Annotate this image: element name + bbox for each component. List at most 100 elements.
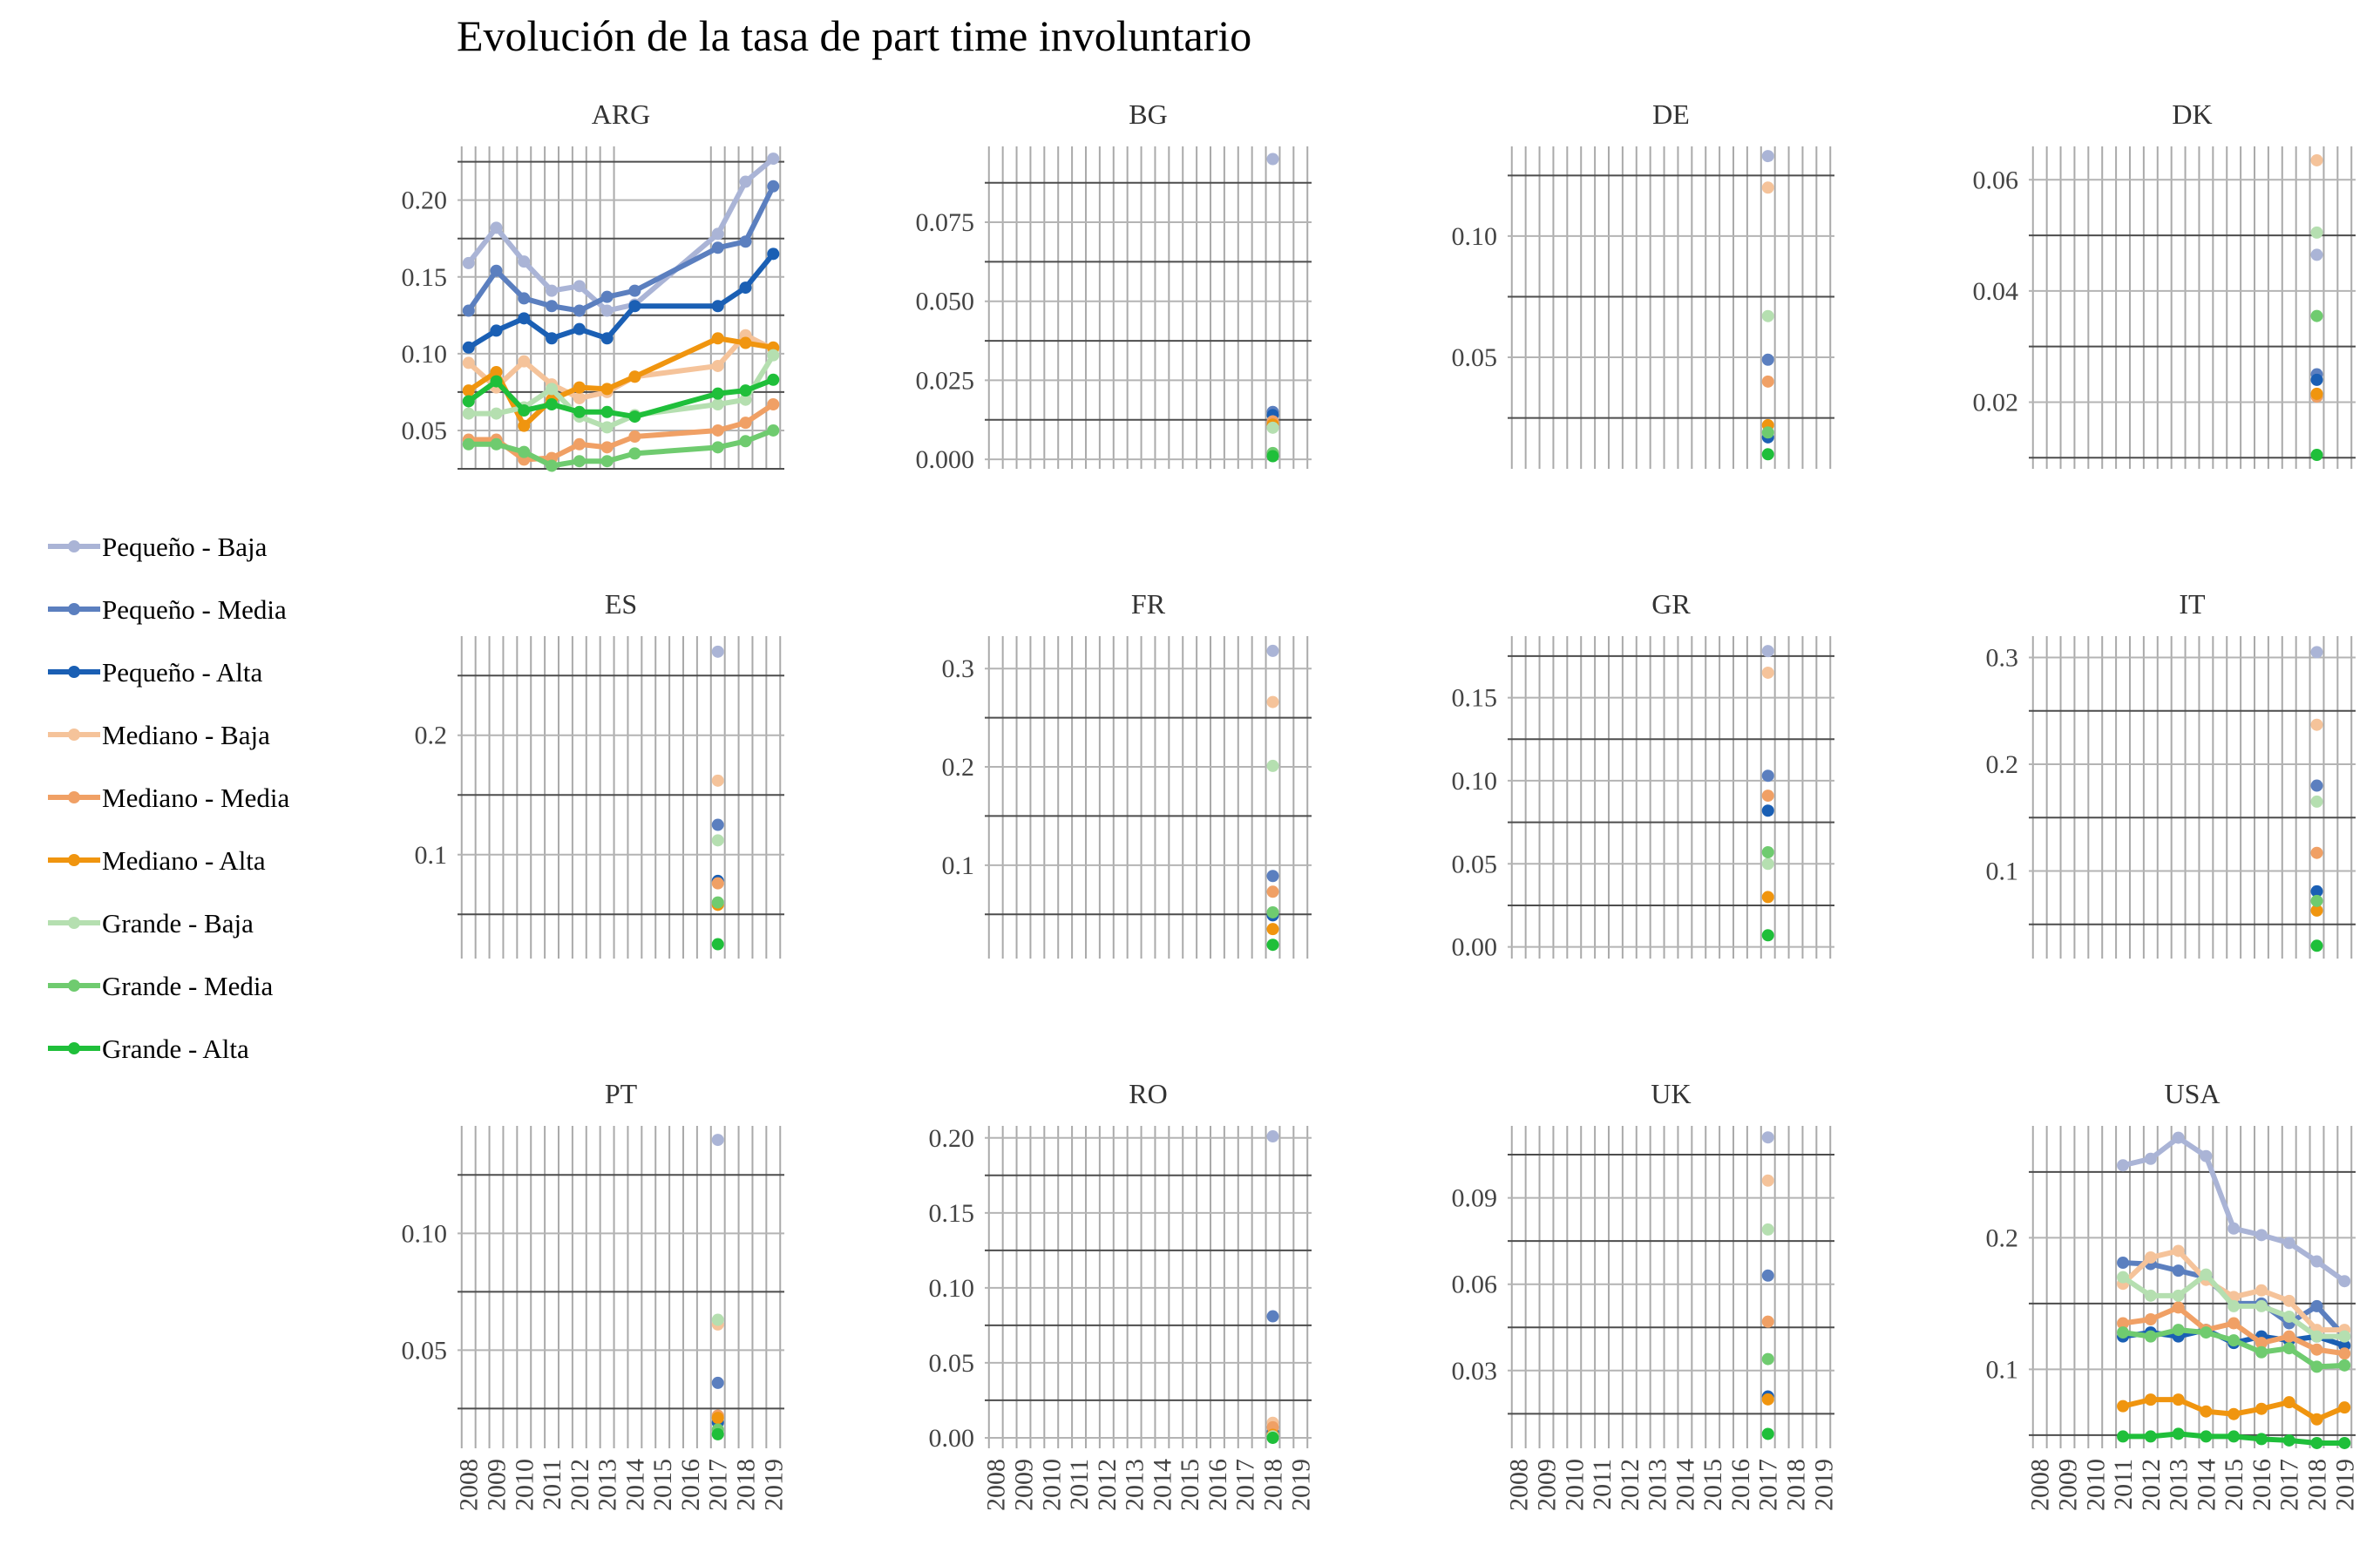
- data-point: [600, 405, 614, 418]
- y-tick-label: 0.10: [1452, 222, 1498, 251]
- data-point: [711, 1427, 724, 1440]
- data-point: [1761, 666, 1774, 679]
- x-tick-label: 2013: [2165, 1459, 2194, 1511]
- series-4: [711, 774, 724, 787]
- legend-item: Mediano - Alta: [48, 845, 266, 876]
- data-point: [628, 430, 641, 443]
- series-9: [2310, 939, 2323, 952]
- data-point: [1266, 923, 1279, 936]
- x-tick-label: 2019: [1809, 1459, 1838, 1511]
- legend-label: Pequeño - Baja: [102, 532, 268, 562]
- series-7: [1761, 309, 1774, 322]
- series-7: [2310, 226, 2323, 239]
- data-point: [518, 404, 531, 417]
- series-9: [1761, 1427, 1774, 1440]
- x-tick-label: 2016: [2248, 1459, 2276, 1511]
- data-point: [490, 264, 503, 277]
- series-5: [1761, 375, 1774, 388]
- data-point: [600, 290, 614, 303]
- data-point: [2310, 795, 2323, 808]
- data-point: [490, 324, 503, 337]
- data-point: [546, 398, 559, 410]
- panel-title: ES: [605, 588, 637, 620]
- series-8: [2117, 1324, 2351, 1373]
- series-4: [1761, 181, 1774, 194]
- data-point: [600, 383, 614, 396]
- x-tick-label: 2016: [1726, 1459, 1755, 1511]
- x-tick-label: 2018: [732, 1459, 761, 1511]
- panel-it: IT 0.1 0.2 0.3: [1986, 588, 2356, 959]
- legend-label: Mediano - Alta: [102, 845, 266, 876]
- data-point: [600, 441, 614, 454]
- data-point: [2338, 1359, 2351, 1372]
- data-point: [2172, 1427, 2185, 1440]
- data-point: [1761, 790, 1774, 803]
- data-point: [2338, 1275, 2351, 1288]
- data-point: [2282, 1342, 2295, 1355]
- series-4: [1761, 666, 1774, 679]
- data-point: [1266, 939, 1279, 952]
- data-point: [1761, 891, 1774, 904]
- series-5: [1761, 1315, 1774, 1328]
- data-point: [518, 419, 531, 432]
- data-point: [1761, 1174, 1774, 1187]
- series-2: [711, 818, 724, 831]
- data-point: [2282, 1396, 2295, 1409]
- data-point: [2255, 1433, 2268, 1446]
- series-2: [1266, 1310, 1279, 1323]
- series-8: [1761, 426, 1774, 439]
- data-point: [1761, 769, 1774, 783]
- x-tick-label: 2011: [1588, 1459, 1617, 1510]
- series-line: [465, 352, 776, 430]
- data-point: [739, 384, 752, 397]
- data-point: [2117, 1159, 2130, 1172]
- data-point: [546, 300, 559, 313]
- data-point: [1761, 448, 1774, 461]
- series-1: [711, 1134, 724, 1147]
- x-tick-label: 2019: [1286, 1459, 1315, 1511]
- data-point: [739, 393, 752, 406]
- x-tick-label: 2013: [593, 1459, 622, 1511]
- data-point: [2117, 1257, 2130, 1270]
- legend-marker: [68, 603, 80, 615]
- data-point: [462, 304, 475, 317]
- data-point: [1761, 1269, 1774, 1282]
- y-tick-label: 0.2: [415, 722, 448, 750]
- data-point: [767, 398, 780, 410]
- data-point: [2310, 779, 2323, 792]
- data-point: [462, 341, 475, 354]
- y-tick-label: 0.05: [1452, 343, 1498, 372]
- x-tick-label: 2014: [1148, 1459, 1176, 1511]
- panel-usa: USA0.10.22008200920102011201220132014201…: [1986, 1078, 2360, 1511]
- data-point: [1761, 857, 1774, 871]
- data-point: [739, 435, 752, 448]
- series-9: [711, 1427, 724, 1440]
- y-tick-label: 0.05: [1452, 850, 1498, 878]
- data-point: [2172, 1324, 2185, 1337]
- data-point: [462, 395, 475, 408]
- x-tick-label: 2009: [1532, 1459, 1561, 1511]
- series-8: [1266, 905, 1279, 918]
- data-point: [1761, 375, 1774, 388]
- y-tick-label: 0.00: [1452, 933, 1498, 962]
- data-point: [739, 235, 752, 248]
- data-point: [2172, 1301, 2185, 1314]
- data-point: [2310, 1360, 2323, 1373]
- series-9: [1761, 448, 1774, 461]
- x-tick-label: 2010: [2081, 1459, 2110, 1511]
- legend-item: Grande - Media: [48, 971, 273, 1001]
- y-tick-label: 0.15: [402, 263, 448, 292]
- series-8: [711, 896, 724, 909]
- data-point: [1266, 759, 1279, 772]
- data-point: [2117, 1326, 2130, 1339]
- data-point: [518, 355, 531, 368]
- series-line: [465, 183, 776, 314]
- data-point: [1266, 905, 1279, 918]
- data-point: [711, 774, 724, 787]
- panel-title: FR: [1131, 588, 1166, 620]
- data-point: [1266, 1130, 1279, 1143]
- panel-gr: GR 0.00 0.05 0.10 0.15: [1452, 588, 1834, 962]
- series-2: [1761, 1269, 1774, 1282]
- panel-ro: RO0.000.050.100.150.20200820092010201120…: [929, 1078, 1316, 1511]
- x-tick-label: 2009: [1009, 1459, 1038, 1511]
